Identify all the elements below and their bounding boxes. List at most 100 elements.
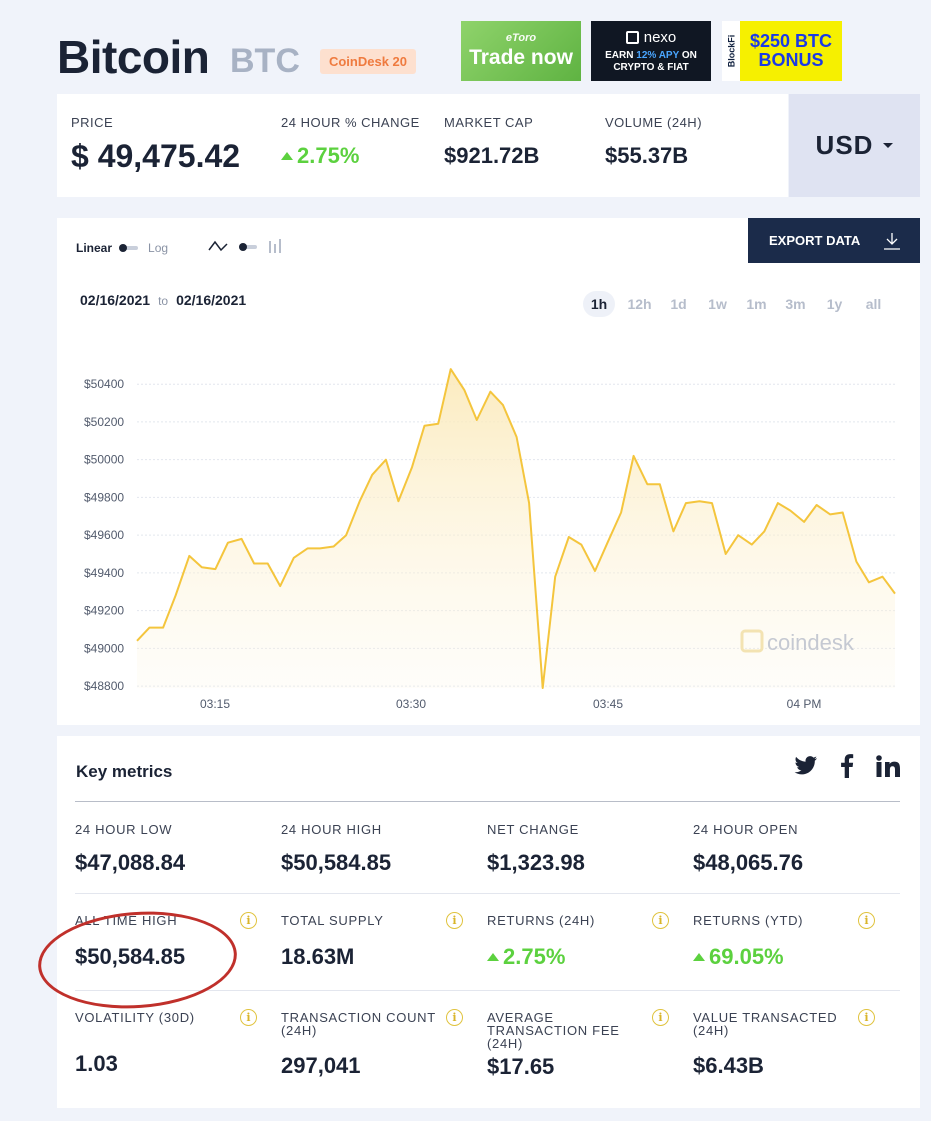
nexo-logo-icon [625, 31, 639, 44]
metric-volatility-30d: VOLATILITY (30D) 1.03 i [75, 1009, 265, 1076]
etoro-ad-banner[interactable]: eToro Trade now [461, 21, 581, 81]
chart-type-toggle[interactable] [207, 238, 287, 254]
up-arrow-icon [693, 953, 705, 961]
key-metrics-title: Key metrics [76, 762, 173, 781]
linear-label[interactable]: Linear [76, 241, 113, 255]
y-tick-label: $50400 [84, 377, 124, 391]
coindesk20-badge[interactable]: CoinDesk 20 [320, 49, 416, 74]
metric-24-hour-open: 24 HOUR OPEN $48,065.76 [693, 823, 883, 876]
metric-label: NET CHANGE [487, 822, 579, 837]
metric-value: 18.63M [281, 944, 355, 969]
y-tick-label: $48800 [84, 679, 124, 693]
volume-label: VOLUME (24H) [605, 115, 703, 130]
range-tab-all[interactable]: all [865, 296, 882, 312]
metric-value-text: 69.05% [709, 944, 784, 969]
log-label[interactable]: Log [148, 241, 169, 255]
price-chart[interactable]: $48800 $49000 $49200 $49400 $49600 $49800 $500… [57, 218, 920, 725]
price-area-fill [137, 369, 895, 688]
nexo-ad-banner[interactable]: nexo EARN 12% APY ON CRYPTO & FIAT [591, 21, 711, 81]
metric-24-hour-high: 24 HOUR HIGH $50,584.85 [281, 823, 471, 876]
metric-all-time-high: ALL TIME HIGH $50,584.85 i [75, 912, 265, 970]
info-icon[interactable]: i [652, 912, 669, 929]
volume-value: $55.37B [605, 143, 689, 168]
metric-label: 24 HOUR OPEN [693, 822, 799, 837]
metrics-row-divider-1 [75, 893, 900, 894]
range-tab-1y[interactable]: 1y [826, 296, 843, 312]
metric-value: $1,323.98 [487, 850, 585, 875]
linkedin-icon[interactable] [876, 755, 900, 777]
metric-label: 24 HOUR LOW [75, 822, 173, 837]
change-value-wrap: 2.75% [281, 143, 420, 169]
nexo-on: ON [681, 50, 697, 61]
coindesk-logo-icon [740, 629, 764, 653]
info-icon[interactable]: i [858, 912, 875, 929]
time-range-tabs: 1h 12h 1d 1w 1m 3m 1y all [583, 291, 893, 317]
candlestick-icon [269, 239, 281, 253]
metric-value: $6.43B [693, 1053, 764, 1078]
change-stat: 24 HOUR % CHANGE 2.75% [281, 115, 420, 169]
metric-value: $47,088.84 [75, 850, 186, 875]
info-icon[interactable]: i [446, 1009, 463, 1026]
metric-label: TOTAL SUPPLY [281, 913, 384, 928]
metrics-header-divider [75, 801, 900, 802]
range-tab-1m[interactable]: 1m [746, 296, 767, 312]
x-tick-label: 04 PM [787, 697, 822, 711]
range-tab-1w[interactable]: 1w [708, 296, 727, 312]
scale-switch[interactable] [119, 244, 139, 252]
metric-total-supply: TOTAL SUPPLY 18.63M i [281, 912, 471, 970]
blockfi-line2: BONUS [758, 50, 824, 70]
y-tick-label: $50000 [84, 453, 124, 467]
date-range[interactable]: 02/16/2021 to 02/16/2021 [80, 292, 246, 308]
metric-24-hour-low: 24 HOUR LOW $47,088.84 [75, 823, 265, 876]
export-data-button[interactable]: EXPORT DATA [748, 218, 920, 263]
facebook-icon[interactable] [840, 754, 854, 778]
info-icon[interactable]: i [240, 1009, 257, 1026]
date-to[interactable]: 02/16/2021 [176, 292, 247, 308]
x-tick-label: 03:15 [200, 697, 230, 711]
blockfi-ad-banner[interactable]: BlockFi $250 BTC BONUS [722, 21, 842, 81]
nexo-ad-line1: EARN 12% APY ON [605, 50, 697, 61]
blockfi-ad-text: $250 BTC BONUS [740, 32, 842, 70]
metric-label: AVERAGE TRANSACTION FEE (24H) [487, 1010, 620, 1051]
info-icon[interactable]: i [240, 912, 257, 929]
date-from[interactable]: 02/16/2021 [80, 292, 151, 308]
metric-value: $17.65 [487, 1054, 555, 1079]
price-stat: PRICE $ 49,475.42 [71, 115, 240, 175]
scale-toggle[interactable]: Linear Log [76, 241, 168, 255]
key-metrics-card: Key metrics 24 HOUR LOW $47,088.84 24 HOUR… [57, 736, 920, 1108]
metric-value: $50,584.85 [75, 944, 186, 969]
range-tab-12h[interactable]: 12h [627, 296, 652, 312]
y-tick-label: $49200 [84, 604, 124, 618]
nexo-earn: EARN [605, 50, 634, 61]
metric-label: 24 HOUR HIGH [281, 822, 382, 837]
price-label: PRICE [71, 115, 114, 130]
info-icon[interactable]: i [858, 1009, 875, 1026]
metrics-row-divider-2 [75, 990, 900, 991]
metric-value-text: 2.75% [503, 944, 566, 969]
metric-label: VALUE TRANSACTED (24H) [693, 1010, 838, 1038]
range-tab-3m[interactable]: 3m [785, 296, 806, 312]
page-title: Bitcoin [57, 31, 210, 83]
info-icon[interactable]: i [446, 912, 463, 929]
up-arrow-icon [281, 152, 293, 160]
blockfi-brand-text: BlockFi [726, 34, 737, 68]
y-tick-label: $49600 [84, 528, 124, 542]
nexo-apy: 12% APY [636, 50, 680, 61]
coindesk-watermark: coindesk [740, 629, 855, 655]
info-icon[interactable]: i [652, 1009, 669, 1026]
etoro-cta: Trade now [469, 46, 573, 69]
metric-value: 297,041 [281, 1053, 361, 1078]
chart-type-icons[interactable] [207, 238, 287, 254]
range-tab-1d[interactable]: 1d [670, 296, 687, 312]
metric-net-change: NET CHANGE $1,323.98 [487, 823, 677, 876]
currency-select[interactable]: USD [789, 94, 920, 197]
metric-value: 69.05% [693, 944, 883, 970]
twitter-icon[interactable] [794, 756, 818, 776]
nexo-ad-line2: CRYPTO & FIAT [613, 62, 689, 73]
metric-value: 1.03 [75, 1051, 118, 1076]
chart-type-switch-knob [239, 243, 247, 251]
coindesk-watermark-text: coindesk [767, 630, 855, 655]
range-tab-1h[interactable]: 1h [583, 291, 615, 317]
nexo-logo: nexo [625, 29, 676, 46]
metric-label: ALL TIME HIGH [75, 913, 178, 928]
